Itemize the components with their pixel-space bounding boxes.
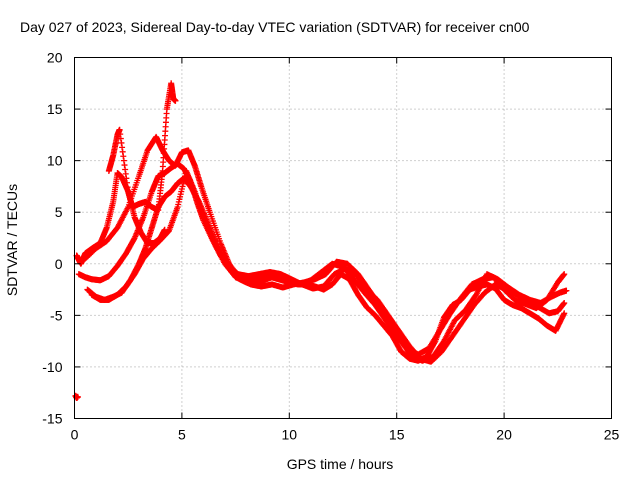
series-track-b xyxy=(82,133,570,364)
data-point xyxy=(74,393,81,400)
y-tick-label: 20 xyxy=(47,50,63,66)
x-tick-label: 0 xyxy=(71,427,79,443)
x-tick-label: 20 xyxy=(496,427,512,443)
y-tick-label: 15 xyxy=(47,101,63,117)
x-axis-ticks: 0 5 10 15 20 25 xyxy=(71,57,620,443)
data-point xyxy=(172,97,179,104)
y-tick-label: 10 xyxy=(47,153,63,169)
data-point xyxy=(563,287,570,294)
y-axis-label: SDTVAR / TECUs xyxy=(4,183,20,297)
series-outlier xyxy=(72,392,81,401)
x-axis-label: GPS time / hours xyxy=(286,456,394,472)
data-points xyxy=(72,80,570,401)
series-track-e xyxy=(73,80,179,267)
y-tick-label: 0 xyxy=(55,256,63,272)
data-point xyxy=(561,271,568,278)
y-tick-label: -15 xyxy=(42,411,62,427)
x-tick-label: 5 xyxy=(178,427,186,443)
y-tick-label: -10 xyxy=(42,359,62,375)
y-axis-ticks: -15 -10 -5 0 5 10 15 20 xyxy=(42,50,612,427)
y-tick-label: -5 xyxy=(50,307,63,323)
series-track-f xyxy=(105,126,168,247)
y-tick-label: 5 xyxy=(55,204,63,220)
x-tick-label: 15 xyxy=(389,427,405,443)
x-tick-label: 10 xyxy=(282,427,298,443)
grid-lines xyxy=(74,57,612,419)
data-point xyxy=(161,226,168,233)
plot-frame xyxy=(74,57,612,419)
series-track-a xyxy=(75,160,568,358)
x-tick-label: 25 xyxy=(604,427,620,443)
chart-title: Day 027 of 2023, Sidereal Day-to-day VTE… xyxy=(20,19,530,35)
data-point xyxy=(561,310,568,317)
data-point xyxy=(561,299,568,306)
